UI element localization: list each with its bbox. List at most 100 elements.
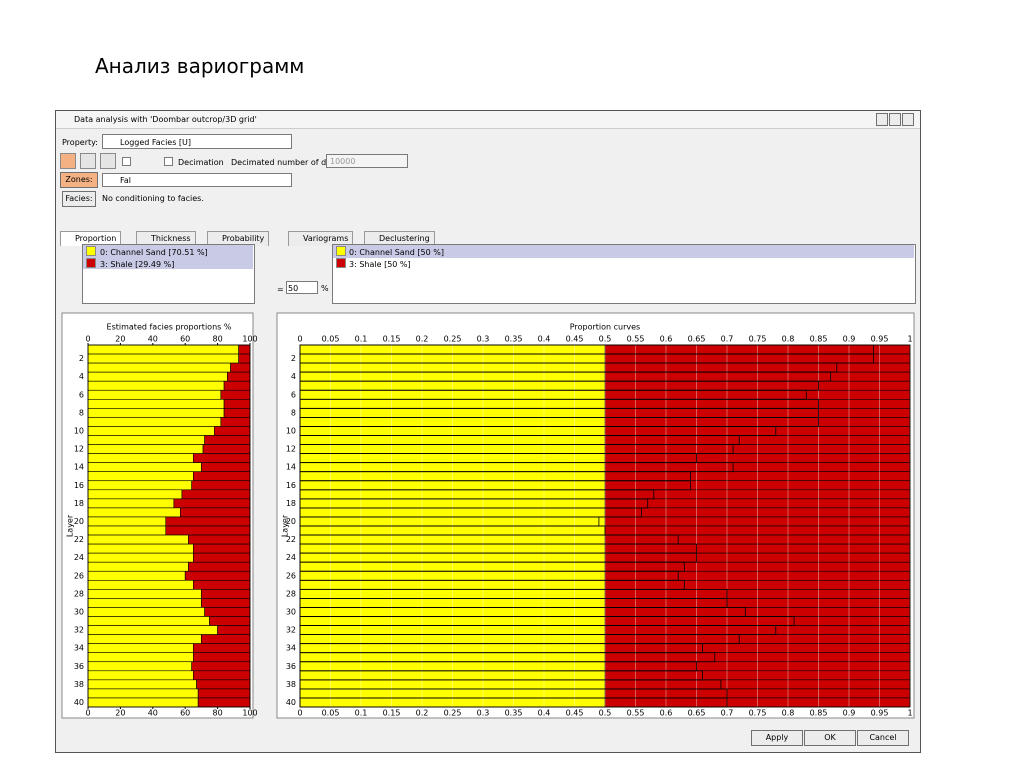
decimated-input[interactable] [326, 154, 408, 168]
property-value: Logged Facies [U] [120, 138, 192, 147]
x-tick-label: 0.5 [599, 709, 612, 718]
y-tick-label: 40 [286, 698, 296, 707]
plot-frame [87, 344, 251, 708]
x-tick-label: 0.15 [383, 709, 401, 718]
y-tick-label: 4 [291, 372, 296, 381]
y-tick-label: 10 [74, 426, 84, 435]
facies-value: No conditioning to facies. [102, 194, 204, 203]
bar-segment [87, 543, 194, 554]
bar-segment [209, 616, 251, 626]
tab[interactable]: Declustering [364, 231, 435, 246]
swatch [336, 258, 346, 268]
minimize[interactable] [876, 113, 888, 126]
x-tick-label: 0.9 [843, 709, 856, 718]
bar-segment [204, 607, 251, 617]
checkbox[interactable] [164, 157, 173, 166]
maximize[interactable] [889, 113, 901, 126]
icon[interactable] [80, 153, 96, 169]
bar-segment [87, 408, 225, 418]
property-select[interactable] [102, 134, 292, 149]
y-tick-label: 30 [74, 607, 84, 616]
icon[interactable] [60, 153, 76, 169]
axis-label: Layer [281, 514, 290, 537]
legend-item: 3: Shale [29.49 %] [100, 260, 175, 269]
y-tick-label: 32 [74, 626, 84, 635]
y-tick-label: 34 [74, 644, 84, 653]
y-tick-label: 30 [286, 607, 296, 616]
bar-segment [193, 652, 251, 663]
y-tick-label: 6 [291, 390, 296, 399]
decimated-label: Decimated number of data: [231, 158, 342, 167]
bar-segment [191, 661, 251, 672]
x-tick-label: 0.25 [444, 709, 462, 718]
bar-segment [87, 607, 205, 617]
bar-segment [87, 643, 194, 654]
bar-segment [184, 570, 251, 581]
tab[interactable]: Thickness [136, 231, 196, 246]
window-title: Data analysis with 'Doombar outcrop/3D g… [74, 115, 257, 124]
x-tick-label: 40 [148, 709, 158, 718]
tab[interactable]: Variograms [288, 231, 354, 246]
x-tick-label: 0.8 [782, 709, 795, 718]
title-bar [56, 111, 920, 129]
y-tick-label: 20 [74, 517, 84, 526]
x-tick-label: 0 [297, 709, 302, 718]
x-tick-label: 0.9 [843, 335, 856, 344]
x-tick-label: 0 [297, 335, 302, 344]
bar-segment [193, 579, 251, 590]
x-tick-label: 20 [115, 335, 125, 344]
percent-value: 50 [288, 284, 299, 293]
bar-segment [87, 417, 222, 427]
zones-select[interactable] [102, 173, 292, 187]
bar-segment [87, 480, 192, 491]
x-tick-label: 0.95 [871, 335, 889, 344]
swatch [86, 246, 96, 256]
bar-segment [87, 344, 239, 355]
close[interactable] [902, 113, 914, 126]
x-tick-label: 0.65 [688, 709, 706, 718]
x-tick-label: 80 [213, 709, 223, 718]
cancel-button[interactable]: Cancel [857, 730, 909, 746]
bar-segment [87, 697, 199, 708]
x-tick-label: 0.3 [477, 335, 490, 344]
equals: = [277, 285, 284, 294]
bar-segment [193, 543, 251, 554]
bar-segment [201, 634, 251, 644]
y-tick-label: 20 [286, 517, 296, 526]
bar-segment [87, 670, 194, 681]
icon[interactable] [100, 153, 116, 169]
x-tick-label: 0.55 [627, 335, 645, 344]
y-tick-label: 2 [291, 354, 296, 363]
y-tick-label: 18 [74, 499, 84, 508]
x-tick-label: 0.4 [538, 335, 551, 344]
percent-input[interactable] [286, 281, 318, 294]
legend-selection [83, 245, 253, 269]
bar-segment [217, 625, 251, 635]
x-tick-label: 100 [242, 709, 257, 718]
legend-item: 0: Channel Sand [50 %] [349, 248, 444, 257]
bar-segment [196, 679, 251, 690]
zones-button[interactable]: Zones: [60, 172, 98, 188]
bar-segment [188, 534, 251, 545]
checkbox[interactable] [122, 157, 131, 166]
x-tick-label: 0.95 [871, 709, 889, 718]
bar-segment [204, 435, 251, 445]
bar-segment [223, 398, 251, 409]
bar-segment [193, 643, 251, 654]
x-tick-label: 0.35 [505, 709, 523, 718]
ok-button[interactable]: OK [804, 730, 856, 746]
bar-segment [223, 380, 251, 391]
tab[interactable]: Probability [207, 231, 270, 246]
tab[interactable]: Proportion [60, 231, 122, 246]
apply-button[interactable]: Apply [751, 730, 803, 746]
bar-segment [87, 435, 205, 445]
percent-sign: % [321, 284, 329, 293]
bar-segment [238, 344, 251, 355]
decimated-value: 10000 [330, 157, 356, 166]
x-tick-label: 0.1 [355, 709, 368, 718]
bar-segment [87, 625, 218, 635]
x-tick-label: 0.85 [810, 709, 828, 718]
facies-button[interactable]: Facies: [62, 191, 96, 207]
x-tick-label: 0.35 [505, 335, 523, 344]
